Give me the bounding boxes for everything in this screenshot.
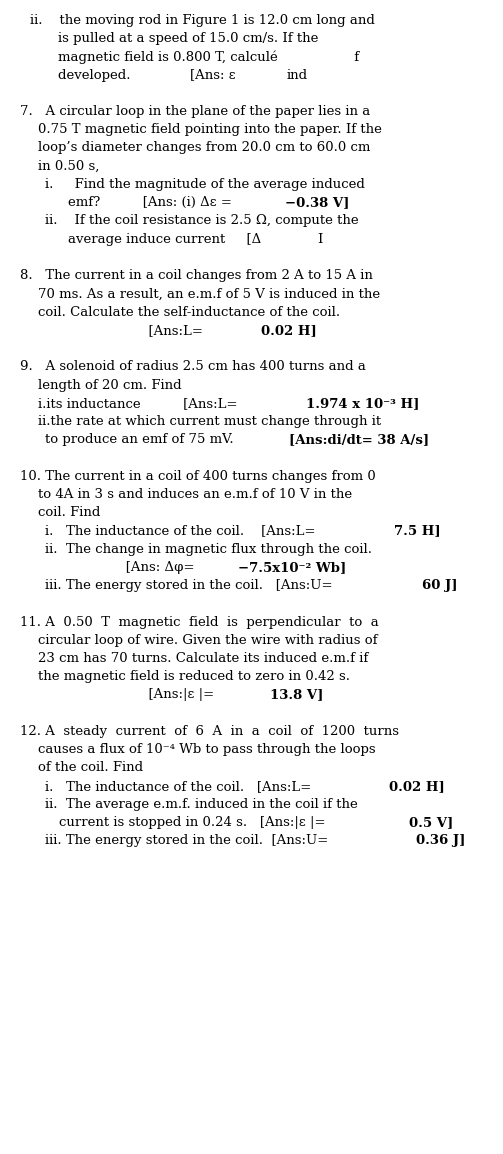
Text: to produce an emf of 75 mV.: to produce an emf of 75 mV.: [45, 433, 234, 447]
Text: 9.   A solenoid of radius 2.5 cm has 400 turns and a: 9. A solenoid of radius 2.5 cm has 400 t…: [20, 360, 366, 373]
Text: 7.5 H]: 7.5 H]: [394, 524, 441, 538]
Text: −7.5x10⁻² Wb]: −7.5x10⁻² Wb]: [238, 561, 347, 574]
Text: the magnetic field is reduced to zero in 0.42 s.: the magnetic field is reduced to zero in…: [38, 670, 350, 683]
Text: iii. The energy stored in the coil.   [Ans:U=: iii. The energy stored in the coil. [Ans…: [45, 579, 337, 592]
Text: i.its inductance          [Ans:L=: i.its inductance [Ans:L=: [38, 397, 246, 410]
Text: 0.02 H]: 0.02 H]: [389, 780, 445, 793]
Text: [Ans:di/dt= 38 A/s]: [Ans:di/dt= 38 A/s]: [289, 433, 429, 447]
Text: 11. A  0.50  T  magnetic  field  is  perpendicular  to  a: 11. A 0.50 T magnetic field is perpendic…: [20, 615, 379, 629]
Text: iii. The energy stored in the coil.  [Ans:U=: iii. The energy stored in the coil. [Ans…: [45, 834, 333, 847]
Text: i.   The inductance of the coil.   [Ans:L=: i. The inductance of the coil. [Ans:L=: [45, 780, 311, 793]
Text: coil. Calculate the self-inductance of the coil.: coil. Calculate the self-inductance of t…: [38, 306, 340, 319]
Text: [Ans:L=: [Ans:L=: [38, 324, 211, 337]
Text: [Ans: Δφ=: [Ans: Δφ=: [45, 561, 195, 574]
Text: length of 20 cm. Find: length of 20 cm. Find: [38, 379, 182, 391]
Text: emf?          [Ans: (i) Δε =: emf? [Ans: (i) Δε =: [68, 196, 236, 209]
Text: i.     Find the magnitude of the average induced: i. Find the magnitude of the average ind…: [45, 178, 365, 190]
Text: ii.    the moving rod in Figure 1 is 12.0 cm long and: ii. the moving rod in Figure 1 is 12.0 c…: [30, 14, 375, 27]
Text: ii.the rate at which current must change through it: ii.the rate at which current must change…: [38, 415, 381, 428]
Text: ii.    If the coil resistance is 2.5 Ω, compute the: ii. If the coil resistance is 2.5 Ω, com…: [45, 215, 359, 227]
Text: to 4A in 3 s and induces an e.m.f of 10 V in the: to 4A in 3 s and induces an e.m.f of 10 …: [38, 488, 352, 501]
Text: 8.   The current in a coil changes from 2 A to 15 A in: 8. The current in a coil changes from 2 …: [20, 269, 373, 282]
Text: 60 J]: 60 J]: [422, 579, 457, 592]
Text: ii.  The average e.m.f. induced in the coil if the: ii. The average e.m.f. induced in the co…: [45, 797, 358, 811]
Text: circular loop of wire. Given the wire with radius of: circular loop of wire. Given the wire wi…: [38, 634, 377, 646]
Text: 1.974 x 10⁻³ H]: 1.974 x 10⁻³ H]: [306, 397, 420, 410]
Text: −0.38 V]: −0.38 V]: [285, 196, 349, 209]
Text: 13.8 V]: 13.8 V]: [271, 689, 324, 702]
Text: 0.5 V]: 0.5 V]: [409, 816, 453, 829]
Text: I: I: [317, 233, 322, 246]
Text: 7.   A circular loop in the plane of the paper lies in a: 7. A circular loop in the plane of the p…: [20, 105, 370, 118]
Text: developed.              [Ans: ε: developed. [Ans: ε: [58, 68, 235, 82]
Text: is pulled at a speed of 15.0 cm/s. If the: is pulled at a speed of 15.0 cm/s. If th…: [58, 32, 318, 45]
Text: ii.  The change in magnetic flux through the coil.: ii. The change in magnetic flux through …: [45, 542, 372, 555]
Text: causes a flux of 10⁻⁴ Wb to pass through the loops: causes a flux of 10⁻⁴ Wb to pass through…: [38, 743, 375, 756]
Text: of the coil. Find: of the coil. Find: [38, 762, 143, 774]
Text: i.   The inductance of the coil.    [Ans:L=: i. The inductance of the coil. [Ans:L=: [45, 524, 316, 538]
Text: 70 ms. As a result, an e.m.f of 5 V is induced in the: 70 ms. As a result, an e.m.f of 5 V is i…: [38, 287, 380, 300]
Text: loop’s diameter changes from 20.0 cm to 60.0 cm: loop’s diameter changes from 20.0 cm to …: [38, 142, 370, 155]
Text: in 0.50 s,: in 0.50 s,: [38, 159, 99, 173]
Text: coil. Find: coil. Find: [38, 507, 100, 519]
Text: current is stopped in 0.24 s.   [Ans:|ε |=: current is stopped in 0.24 s. [Ans:|ε |=: [59, 816, 330, 829]
Text: 0.02 H]: 0.02 H]: [262, 324, 317, 337]
Text: 0.75 T magnetic field pointing into the paper. If the: 0.75 T magnetic field pointing into the …: [38, 123, 382, 136]
Text: ind: ind: [287, 68, 308, 82]
Text: magnetic field is 0.800 T, calculé                  f: magnetic field is 0.800 T, calculé f: [58, 51, 359, 63]
Text: 0.36 J]: 0.36 J]: [416, 834, 466, 847]
Text: [Ans:|ε |=: [Ans:|ε |=: [38, 689, 218, 702]
Text: average induce current     [Δ: average induce current [Δ: [68, 233, 261, 246]
Text: 23 cm has 70 turns. Calculate its induced e.m.f if: 23 cm has 70 turns. Calculate its induce…: [38, 652, 368, 665]
Text: 12. A  steady  current  of  6  A  in  a  coil  of  1200  turns: 12. A steady current of 6 A in a coil of…: [20, 725, 399, 737]
Text: 10. The current in a coil of 400 turns changes from 0: 10. The current in a coil of 400 turns c…: [20, 470, 376, 482]
